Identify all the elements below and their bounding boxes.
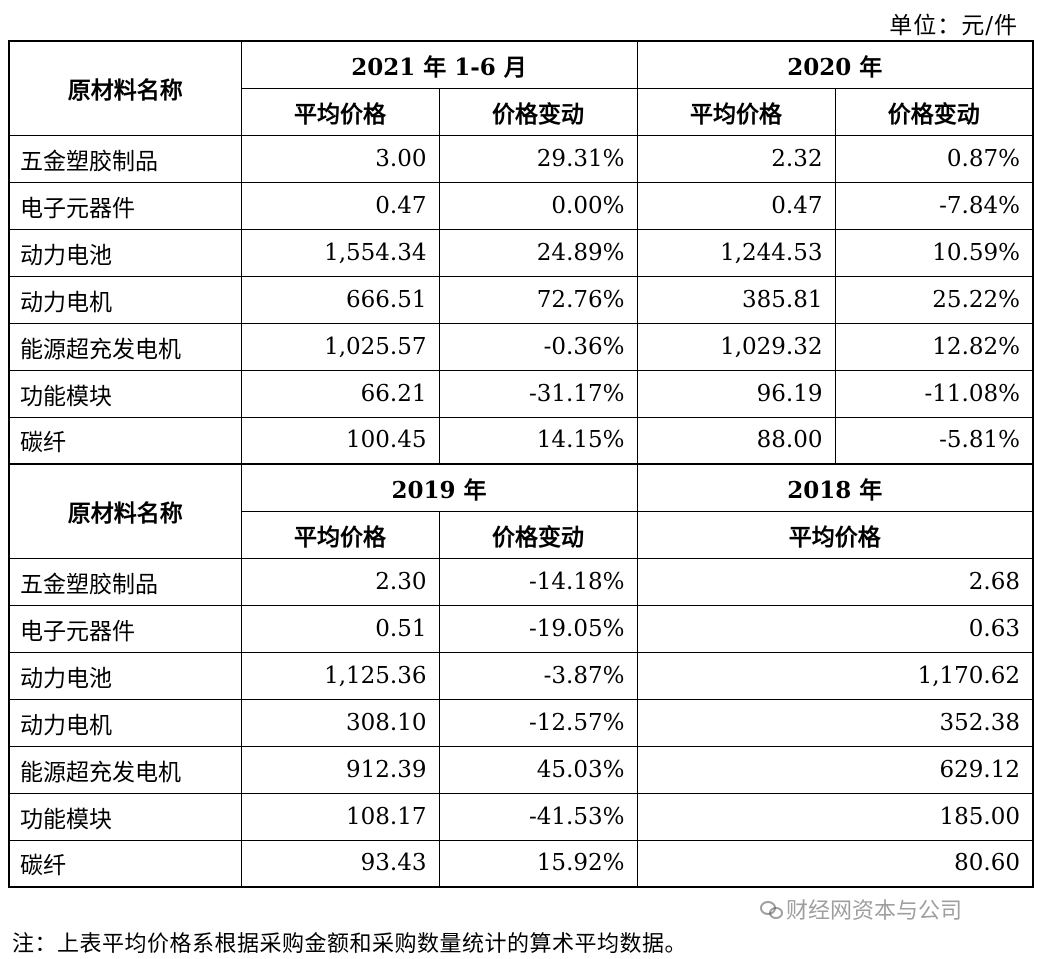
value-cell: -7.84%: [834, 181, 1034, 230]
price-change-header: 价格变动: [834, 87, 1034, 136]
period-header-2020: 2020 年: [636, 40, 1034, 89]
value-cell: 0.47: [636, 181, 836, 230]
value-cell: 629.12: [636, 745, 1034, 794]
value-cell: 666.51: [240, 275, 440, 324]
avg-price-header: 平均价格: [240, 510, 440, 559]
period-header-2021h1: 2021 年 1-6 月: [240, 40, 638, 89]
raw-material-price-table: 原材料名称 2021 年 1-6 月 2020 年 平均价格 价格变动 平均价格…: [8, 40, 1034, 888]
value-cell: -0.36%: [438, 322, 638, 371]
value-cell: 2.68: [636, 557, 1034, 606]
value-cell: 96.19: [636, 369, 836, 418]
material-name-cell: 功能模块: [8, 369, 242, 418]
value-cell: -19.05%: [438, 604, 638, 653]
table-row: 五金塑胶制品 2.30 -14.18% 2.68: [8, 557, 1034, 606]
unit-label: 单位：元/件: [889, 13, 1018, 39]
value-cell: 2.30: [240, 557, 440, 606]
table-row: 功能模块 66.21 -31.17% 96.19 -11.08%: [8, 369, 1034, 418]
period-header-2019: 2019 年: [240, 463, 638, 512]
material-name-cell: 电子元器件: [8, 604, 242, 653]
material-name-cell: 功能模块: [8, 792, 242, 841]
material-name-cell: 电子元器件: [8, 181, 242, 230]
table-row: 能源超充发电机 912.39 45.03% 629.12: [8, 745, 1034, 794]
material-name-cell: 五金塑胶制品: [8, 134, 242, 183]
value-cell: 66.21: [240, 369, 440, 418]
value-cell: -41.53%: [438, 792, 638, 841]
table-row: 五金塑胶制品 3.00 29.31% 2.32 0.87%: [8, 134, 1034, 183]
table-row: 碳纤 100.45 14.15% 88.00 -5.81%: [8, 416, 1034, 465]
value-cell: 0.51: [240, 604, 440, 653]
table-row: 动力电池 1,554.34 24.89% 1,244.53 10.59%: [8, 228, 1034, 277]
table-row: 动力电池 1,125.36 -3.87% 1,170.62: [8, 651, 1034, 700]
value-cell: 1,554.34: [240, 228, 440, 277]
table-row: 动力电机 308.10 -12.57% 352.38: [8, 698, 1034, 747]
material-name-header: 原材料名称: [8, 40, 242, 136]
table-row: 动力电机 666.51 72.76% 385.81 25.22%: [8, 275, 1034, 324]
value-cell: 0.63: [636, 604, 1034, 653]
table-row: 能源超充发电机 1,025.57 -0.36% 1,029.32 12.82%: [8, 322, 1034, 371]
value-cell: 1,244.53: [636, 228, 836, 277]
material-name-cell: 动力电机: [8, 698, 242, 747]
material-name-cell: 碳纤: [8, 839, 242, 888]
value-cell: 3.00: [240, 134, 440, 183]
value-cell: 912.39: [240, 745, 440, 794]
value-cell: 185.00: [636, 792, 1034, 841]
avg-price-header: 平均价格: [636, 87, 836, 136]
value-cell: 1,170.62: [636, 651, 1034, 700]
value-cell: -14.18%: [438, 557, 638, 606]
value-cell: 80.60: [636, 839, 1034, 888]
value-cell: 45.03%: [438, 745, 638, 794]
material-name-cell: 动力电池: [8, 228, 242, 277]
price-change-header: 价格变动: [438, 87, 638, 136]
value-cell: 29.31%: [438, 134, 638, 183]
avg-price-header: 平均价格: [636, 510, 1034, 559]
value-cell: 0.87%: [834, 134, 1034, 183]
watermark-text: 财经网资本与公司: [786, 899, 963, 924]
value-cell: 10.59%: [834, 228, 1034, 277]
material-name-cell: 动力电池: [8, 651, 242, 700]
section1-header-row: 原材料名称 2021 年 1-6 月 2020 年: [8, 40, 1034, 136]
material-name-cell: 能源超充发电机: [8, 322, 242, 371]
value-cell: 2.32: [636, 134, 836, 183]
value-cell: 352.38: [636, 698, 1034, 747]
value-cell: -3.87%: [438, 651, 638, 700]
value-cell: 100.45: [240, 416, 440, 465]
value-cell: 93.43: [240, 839, 440, 888]
value-cell: 1,029.32: [636, 322, 836, 371]
section2-header-row: 原材料名称 2019 年 2018 年: [8, 463, 1034, 559]
value-cell: 14.15%: [438, 416, 638, 465]
material-name-cell: 能源超充发电机: [8, 745, 242, 794]
avg-price-header: 平均价格: [240, 87, 440, 136]
value-cell: -12.57%: [438, 698, 638, 747]
value-cell: 88.00: [636, 416, 836, 465]
value-cell: 12.82%: [834, 322, 1034, 371]
value-cell: 25.22%: [834, 275, 1034, 324]
material-name-cell: 碳纤: [8, 416, 242, 465]
value-cell: 108.17: [240, 792, 440, 841]
table-footnote: 注：上表平均价格系根据采购金额和采购数量统计的算术平均数据。: [12, 932, 688, 957]
value-cell: -5.81%: [834, 416, 1034, 465]
value-cell: 1,025.57: [240, 322, 440, 371]
material-name-header: 原材料名称: [8, 463, 242, 559]
wechat-icon: [760, 900, 783, 919]
value-cell: 72.76%: [438, 275, 638, 324]
value-cell: 385.81: [636, 275, 836, 324]
value-cell: 308.10: [240, 698, 440, 747]
material-name-cell: 动力电机: [8, 275, 242, 324]
value-cell: 0.00%: [438, 181, 638, 230]
value-cell: 1,125.36: [240, 651, 440, 700]
watermark: 财经网资本与公司: [760, 893, 962, 925]
value-cell: 24.89%: [438, 228, 638, 277]
table-row: 功能模块 108.17 -41.53% 185.00: [8, 792, 1034, 841]
table-row: 电子元器件 0.51 -19.05% 0.63: [8, 604, 1034, 653]
value-cell: -11.08%: [834, 369, 1034, 418]
value-cell: -31.17%: [438, 369, 638, 418]
value-cell: 0.47: [240, 181, 440, 230]
period-header-2018: 2018 年: [636, 463, 1034, 512]
value-cell: 15.92%: [438, 839, 638, 888]
material-name-cell: 五金塑胶制品: [8, 557, 242, 606]
table-row: 电子元器件 0.47 0.00% 0.47 -7.84%: [8, 181, 1034, 230]
table-row: 碳纤 93.43 15.92% 80.60: [8, 839, 1034, 888]
price-change-header: 价格变动: [438, 510, 638, 559]
